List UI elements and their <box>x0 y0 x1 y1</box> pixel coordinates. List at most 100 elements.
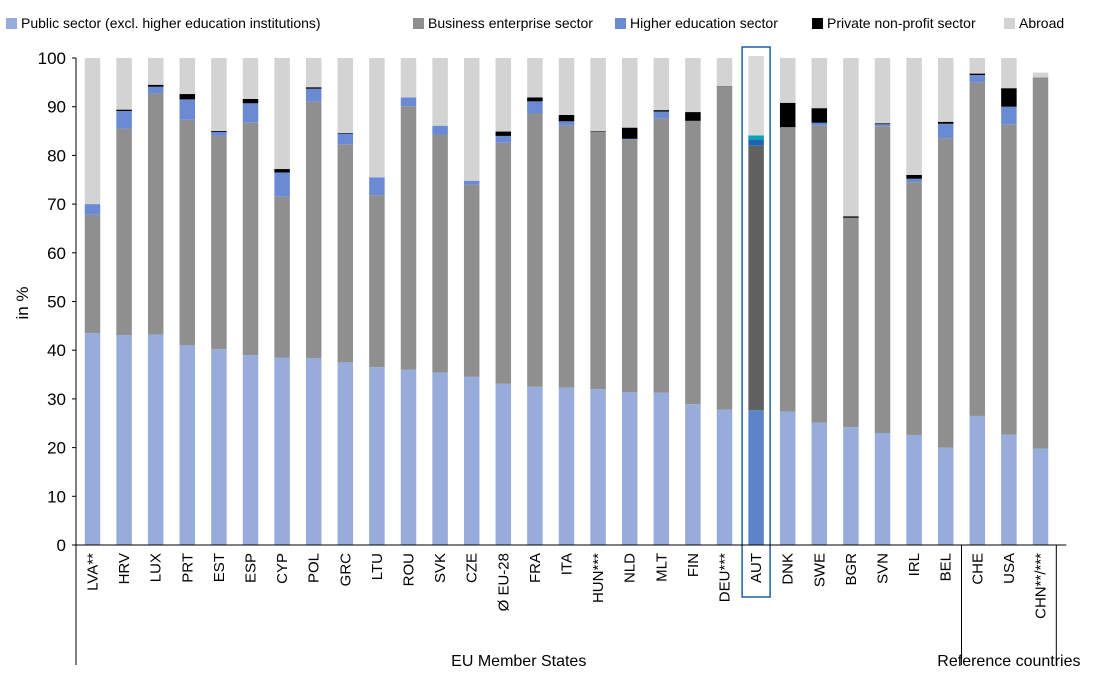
bar-segment-PRT-2 <box>180 99 196 119</box>
x-tick-label: CYP <box>274 553 291 584</box>
y-tick-label: 0 <box>57 536 66 555</box>
bar-segment-CZE-4 <box>464 58 480 181</box>
bar-segment-CHE-0 <box>970 416 986 545</box>
bar-segment-SWE-0 <box>812 423 828 545</box>
y-tick-label: 10 <box>47 487 66 506</box>
legend: Public sector (excl. higher education in… <box>6 15 1064 31</box>
x-tick-label: ESP <box>243 553 260 583</box>
x-tick-label: NLD <box>622 553 639 583</box>
bar-segment-HUN***-1 <box>590 132 606 390</box>
bar-segment-GRC-0 <box>338 362 354 545</box>
bar-segment-CZE-2 <box>464 181 480 185</box>
bar-segment-GRC-1 <box>338 144 354 362</box>
bar-segment-USA-2 <box>1001 107 1017 125</box>
x-tick-label: HRV <box>116 553 133 584</box>
x-tick-label: HUN*** <box>590 553 607 603</box>
bar-segment-HRV-0 <box>116 335 132 545</box>
x-tick-label: POL <box>306 553 323 583</box>
bar-segment-MLT-0 <box>654 393 670 545</box>
bar-segment-CYP-3 <box>274 169 290 172</box>
y-tick-label: 40 <box>47 341 66 360</box>
bar-segment-CHN**/***-4 <box>1033 73 1049 78</box>
legend-label-0: Public sector (excl. higher education in… <box>21 15 321 31</box>
x-tick-label: GRC <box>337 553 354 587</box>
bar-segment-ESP-1 <box>243 123 259 355</box>
bar-segment-EST-0 <box>211 349 227 545</box>
x-tick-label: USA <box>1001 553 1018 584</box>
y-tick-label: 70 <box>47 195 66 214</box>
bar-segment-FIN-1 <box>685 121 701 404</box>
bar-segment-SVK-4 <box>432 58 448 126</box>
bar-segment-HRV-1 <box>116 129 132 335</box>
bar-segment-DNK-0 <box>780 412 796 545</box>
y-axis-title: in % <box>13 286 32 319</box>
x-tick-label: FRA <box>527 553 544 583</box>
bar-segment-SWE-2 <box>812 123 828 126</box>
y-tick-label: 30 <box>47 390 66 409</box>
x-tick-label: SWE <box>811 553 828 587</box>
bar-segment-NLD-1 <box>622 140 638 392</box>
bar-segment-DEU***-4 <box>717 58 733 86</box>
bar-segment-BGR-4 <box>843 58 859 216</box>
bar-segment-DEU***-0 <box>717 410 733 545</box>
legend-label-2: Higher education sector <box>630 15 778 31</box>
y-tick-label: 80 <box>47 146 66 165</box>
bar-segment-PRT-3 <box>180 94 196 99</box>
bar-segment-IRL-0 <box>906 435 922 545</box>
bar-segment-BGR-3 <box>843 216 859 217</box>
legend-label-4: Abroad <box>1019 15 1064 31</box>
y-tick-label: 20 <box>47 439 66 458</box>
bar-segment-CHN**/***-1 <box>1033 77 1049 448</box>
bar-segment-CYP-0 <box>274 358 290 546</box>
bar-segment-SVN-3 <box>875 123 891 124</box>
bar-segment-Ø EU-28-3 <box>496 132 512 136</box>
bar-segment-FIN-3 <box>685 112 701 121</box>
bar-segment-USA-3 <box>1001 88 1017 107</box>
bar-segment-FRA-1 <box>527 114 543 387</box>
bar-segment-AUT-1 <box>748 146 764 410</box>
bar-segment-HRV-4 <box>116 58 132 110</box>
bar-segment-SVK-2 <box>432 126 448 135</box>
bar-segment-HUN***-4 <box>590 58 606 131</box>
bar-segment-BEL-0 <box>938 448 954 545</box>
bar-segment-LVA**-1 <box>85 215 101 333</box>
x-tick-label: ITA <box>559 553 576 575</box>
x-tick-label: CZE <box>464 553 481 583</box>
bar-segment-MLT-4 <box>654 58 670 110</box>
bar-segment-SWE-1 <box>812 126 828 423</box>
bar-segment-POL-1 <box>306 102 322 358</box>
bar-segment-FRA-3 <box>527 97 543 101</box>
bar-segment-POL-4 <box>306 58 322 87</box>
bar-segment-AUT-3 <box>748 135 764 139</box>
bar-segment-ESP-3 <box>243 99 259 103</box>
bar-segment-DEU***-1 <box>717 87 733 410</box>
x-tick-label: AUT <box>748 553 765 583</box>
x-tick-label: DEU*** <box>717 553 734 602</box>
bar-segment-GRC-2 <box>338 133 354 144</box>
y-tick-label: 90 <box>47 98 66 117</box>
bar-segment-ROU-2 <box>401 97 417 106</box>
x-tick-label: CHE <box>969 553 986 585</box>
bar-segment-ITA-2 <box>559 121 575 125</box>
bar-segment-DNK-4 <box>780 58 796 103</box>
bar-segment-EST-3 <box>211 131 227 132</box>
bar-segment-BEL-4 <box>938 58 954 122</box>
x-tick-label: BEL <box>938 553 955 581</box>
bar-segment-USA-0 <box>1001 434 1017 545</box>
bar-segment-CHE-4 <box>970 58 986 74</box>
bar-segment-LTU-1 <box>369 195 385 367</box>
bar-segment-FIN-0 <box>685 404 701 545</box>
bar-segment-NLD-4 <box>622 58 638 128</box>
group-label-1: Reference countries <box>937 653 1080 670</box>
bar-segment-AUT-0 <box>748 410 764 545</box>
bar-segment-LTU-0 <box>369 367 385 545</box>
bar-segment-LUX-3 <box>148 85 164 87</box>
bar-segment-DNK-1 <box>780 127 796 411</box>
bar-segment-EST-1 <box>211 136 227 349</box>
bar-segment-EST-4 <box>211 58 227 131</box>
bar-segment-NLD-2 <box>622 139 638 140</box>
x-tick-label: LVA** <box>85 553 102 591</box>
bar-segment-DNK-3 <box>780 103 796 127</box>
bar-segment-PRT-0 <box>180 345 196 545</box>
